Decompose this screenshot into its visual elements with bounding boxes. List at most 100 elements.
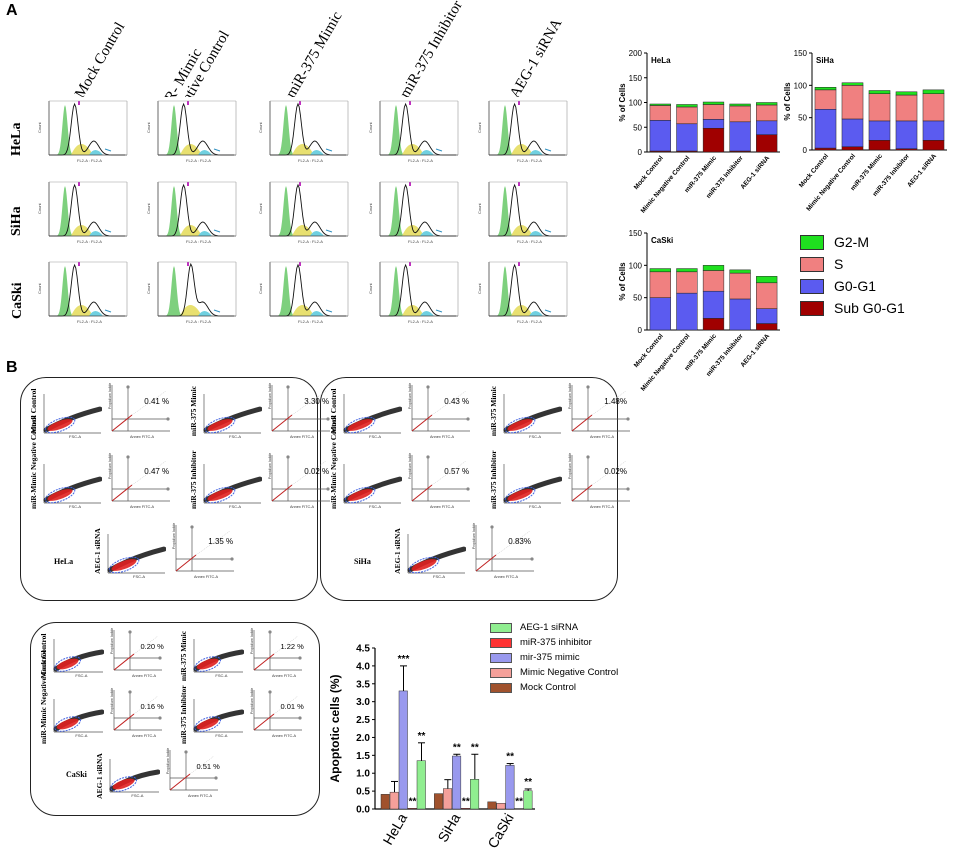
annexin-label: Annex FITC-A xyxy=(130,435,155,439)
annexin-label: Annex FITC-A xyxy=(130,505,155,509)
quadrant-handle xyxy=(128,630,132,634)
bar-segment-g2-m xyxy=(702,265,725,271)
apop-legend-swatch-mimic xyxy=(490,652,512,663)
g2m-fill xyxy=(198,150,212,155)
fsc-label: FSC-A xyxy=(69,504,81,509)
flow-histogram: FL2-A : FL2-A Count xyxy=(368,178,460,244)
flow-histogram: FL2-A : FL2-A Count xyxy=(477,178,569,244)
y-tick-label: 0 xyxy=(803,146,808,155)
annexin-label: Annex FITC-A xyxy=(188,794,213,798)
bar-segment-g0-g1 xyxy=(676,292,698,331)
bar-segment-g0-g1 xyxy=(841,118,864,148)
apop-legend-item-aeg: AEG-1 siRNA xyxy=(490,620,618,635)
quadrant-handle xyxy=(298,716,302,720)
dotplot-label: miR-Mimic Negative Control xyxy=(29,415,38,509)
fsc-label: FSC-A xyxy=(369,504,381,509)
gated-population xyxy=(47,419,73,431)
apoptosis-bar-mimic-negative-control xyxy=(496,803,506,810)
fsc-ssc-plot: FSC-A xyxy=(53,639,104,678)
gate-marker-2 xyxy=(325,229,333,233)
annexin-pi-plot: Annex FITC-A Propidium Iodide-A xyxy=(110,628,162,678)
apoptosis-percentage: 0.83% xyxy=(508,537,531,546)
bar-segment-g0-g1 xyxy=(702,290,725,319)
quadrant-handle xyxy=(586,385,590,389)
bar-segment-sub-g0-g1 xyxy=(922,140,945,151)
quadrant-handle xyxy=(158,716,162,720)
apop-legend-label-inh: miR-375 inhibitor xyxy=(520,637,592,648)
gated-population xyxy=(196,658,219,670)
hist-x-label: FL2-A : FL2-A xyxy=(298,158,323,163)
bar-segment-s xyxy=(868,93,891,122)
gate-marker-2 xyxy=(104,309,112,313)
y-axis-label: % of Cells xyxy=(618,262,627,301)
bar-segment-sub-g0-g1 xyxy=(756,134,778,153)
y-tick-label: 1.0 xyxy=(356,769,370,780)
legend-item-subg: Sub G0-G1 xyxy=(800,300,905,316)
significance-marker: ** xyxy=(462,796,470,807)
significance-marker: ** xyxy=(409,796,417,807)
fsc-label: FSC-A xyxy=(229,434,241,439)
y-axis-label: % of Cells xyxy=(618,83,627,122)
y-tick-label: 0.5 xyxy=(356,787,370,798)
gate-ellipse xyxy=(204,486,236,504)
fsc-label: FSC-A xyxy=(133,574,145,579)
apoptosis-legend: AEG-1 siRNA miR-375 inhibitor mir-375 mi… xyxy=(490,620,618,695)
y-tick-label: 50 xyxy=(633,123,642,132)
dead-cell-diagonal xyxy=(271,484,293,502)
histogram-svg: FL2-A : FL2-A Count xyxy=(37,261,128,324)
flow-histogram: FL2-A : FL2-A Count xyxy=(258,258,350,324)
quadrant-handle xyxy=(190,525,194,529)
flow-col-header-4: miR-375 Inhibitor xyxy=(397,0,466,101)
y-tick-label: 150 xyxy=(629,74,643,83)
scatter-trail xyxy=(291,390,327,416)
apoptosis-bar-mock-control xyxy=(487,801,497,810)
apop-legend-label-aeg: AEG-1 siRNA xyxy=(520,622,579,633)
hist-x-label: FL2-A : FL2-A xyxy=(517,319,542,324)
fsc-label: FSC-A xyxy=(369,434,381,439)
bar-segment-g2-m xyxy=(868,90,891,94)
bar-segment-g2-m xyxy=(814,87,837,91)
fsc-label: FSC-A xyxy=(75,733,87,738)
fsc-ssc-plot: FSC-A xyxy=(193,699,244,738)
bar-segment-g0-g1 xyxy=(729,298,751,331)
dead-cell-diagonal xyxy=(475,554,497,572)
quadrant-handle xyxy=(166,487,170,491)
hist-y-label: Count xyxy=(368,202,373,214)
scatter-trail xyxy=(273,635,299,655)
quadrant-handle xyxy=(158,656,162,660)
gate-ellipse xyxy=(54,716,81,732)
s-phase-fill xyxy=(292,305,314,316)
category-label: Mimic Negative Control xyxy=(640,333,692,393)
scatter-trail xyxy=(131,390,167,416)
annexin-pi-plot: Annex FITC-A Propidium Iodide-A xyxy=(172,523,234,579)
flow-histogram: FL2-A : FL2-A Count xyxy=(146,178,238,244)
significance-marker: *** xyxy=(398,654,410,665)
y-tick-label: 100 xyxy=(794,81,808,90)
annexin-pi-plot: Annex FITC-A Propidium Iodide-A xyxy=(408,383,470,439)
s-phase-fill xyxy=(180,305,202,316)
bar-segment-g2-m xyxy=(729,103,751,107)
y-tick-label: 200 xyxy=(629,49,643,58)
fsc-ssc-plot: FSC-A xyxy=(203,394,262,439)
gate-marker-2 xyxy=(544,229,552,233)
apoptosis-percentage: 3.30 % xyxy=(304,397,330,406)
dotplot-label: miR-375 Inhibitor xyxy=(179,685,188,744)
y-tick-label: 50 xyxy=(798,114,807,123)
quadrant-handle xyxy=(126,455,130,459)
bar-segment-sub-g0-g1 xyxy=(702,318,725,331)
apoptosis-percentage: 1.48% xyxy=(604,397,627,406)
gated-population xyxy=(347,489,373,501)
hist-y-label: Count xyxy=(368,121,373,133)
quadrant-handle xyxy=(326,487,330,491)
pi-label: Propidium Iodide-A xyxy=(250,688,254,714)
dotplot-label: AEG-1 siRNA xyxy=(95,753,104,799)
scatter-trail xyxy=(273,695,299,715)
quadrant-handle xyxy=(268,690,272,694)
pi-label: Propidium Iodide-A xyxy=(110,688,114,714)
hist-y-label: Count xyxy=(477,121,482,133)
legend-swatch-s xyxy=(800,256,824,272)
fsc-ssc-plot: FSC-A xyxy=(503,464,562,509)
fsc-ssc-plot: FSC-A xyxy=(53,699,104,738)
histogram-svg: FL2-A : FL2-A Count xyxy=(477,181,568,244)
annexin-pi-plot: Annex FITC-A Propidium Iodide-A xyxy=(108,453,170,509)
